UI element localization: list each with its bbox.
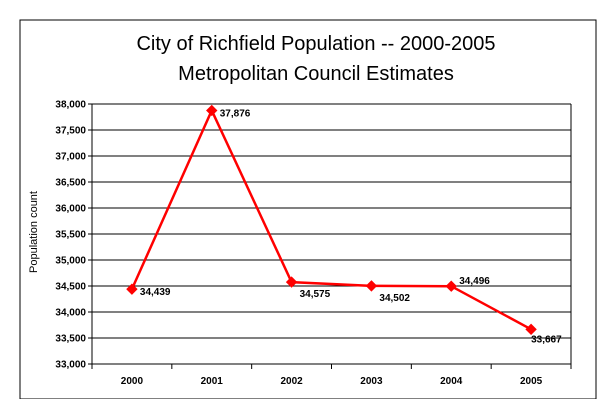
y-tick-label: 33,000 — [55, 360, 86, 371]
data-point-marker — [445, 280, 457, 292]
data-point-marker — [126, 283, 138, 295]
data-point-marker — [285, 276, 298, 288]
y-tick-label: 35,000 — [55, 256, 86, 267]
data-label: 34,502 — [379, 293, 410, 304]
data-label: 34,496 — [459, 276, 490, 287]
y-tick-label: 35,500 — [55, 230, 86, 241]
x-tick-label: 2003 — [360, 376, 383, 387]
chart-subtitle: Metropolitan Council Estimates — [178, 63, 454, 85]
x-tick-label: 2002 — [280, 376, 303, 387]
y-tick-label: 37,000 — [55, 152, 86, 163]
y-tick-label: 37,500 — [55, 126, 86, 137]
data-point-marker — [206, 104, 218, 117]
x-tick-label: 2001 — [201, 376, 224, 387]
chart-frame — [19, 19, 597, 399]
y-tick-label: 33,500 — [55, 334, 86, 345]
x-tick-label: 2004 — [440, 376, 463, 387]
plot-layer: 33,000 33,500 34,000 34,500 35,000 35,500 36,0… — [55, 100, 572, 387]
y-tick-label: 38,000 — [55, 100, 86, 111]
data-label: 34,439 — [140, 287, 171, 298]
y-tick-label: 34,500 — [55, 282, 86, 293]
y-axis-title: Population count — [28, 191, 40, 273]
data-point-marker — [525, 323, 537, 336]
y-tick-label: 34,000 — [55, 308, 86, 319]
y-tick-label: 36,500 — [55, 178, 86, 189]
chart-title: City of Richfield Population -- 2000-200… — [136, 33, 495, 55]
x-tick-label: 2000 — [121, 376, 144, 387]
data-label: 33,667 — [531, 334, 562, 345]
x-tick-label: 2005 — [520, 376, 543, 387]
series-line — [130, 107, 532, 331]
data-label: 34,575 — [300, 289, 331, 300]
y-tick-label: 36,000 — [55, 204, 86, 215]
data-point-marker — [365, 280, 378, 292]
data-label: 37,876 — [220, 108, 251, 119]
